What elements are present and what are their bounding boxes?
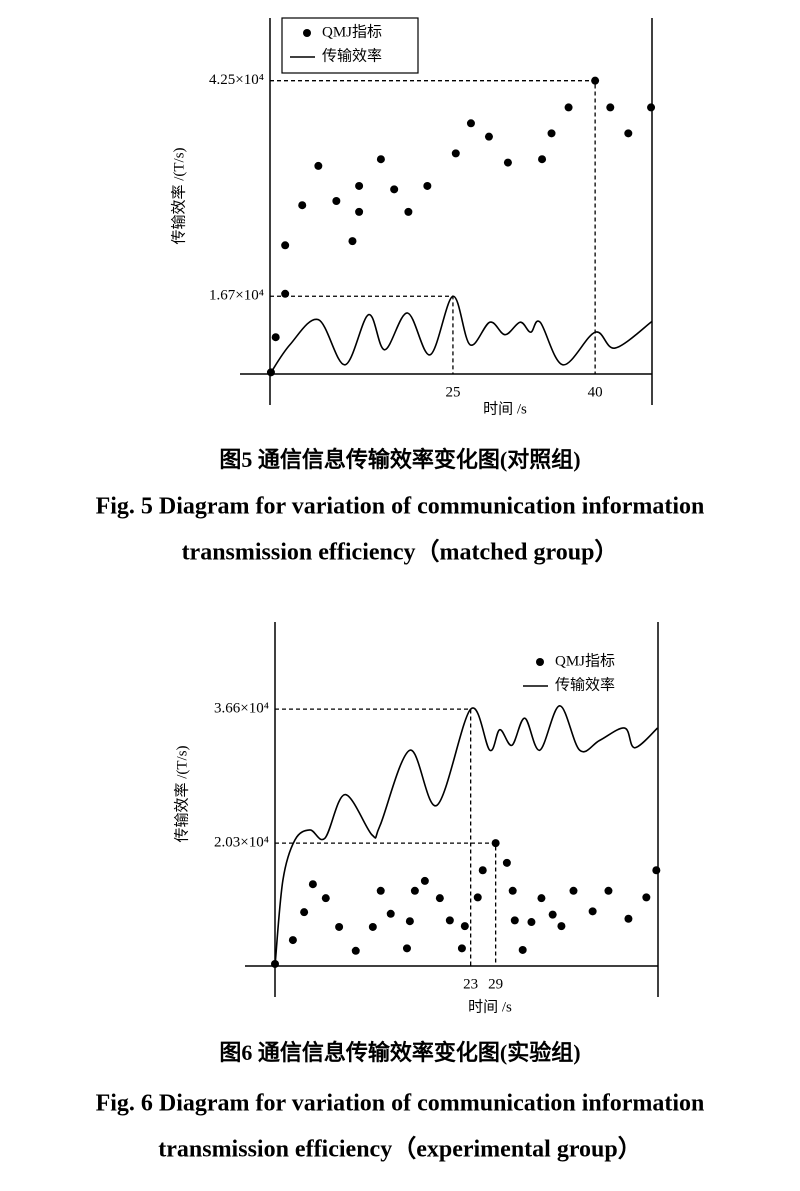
guide-line [275,708,472,966]
data-point [281,289,290,298]
caption-en: Fig. 6 Diagram for variation of communic… [96,1091,705,1117]
data-point [300,908,309,917]
data-point [606,103,615,112]
data-point [537,894,546,903]
data-point [564,103,573,112]
legend-marker [536,658,544,666]
y-tick-label: 2.03×10⁴ [214,835,269,851]
data-point [355,207,364,216]
data-point [473,893,482,902]
caption-en: transmission efficiency（matched group） [182,539,619,566]
data-point [351,946,360,955]
data-point [460,922,469,931]
y-axis-label: 传输效率 /(T/s) [173,745,190,842]
data-point [445,916,454,925]
data-point [410,886,419,895]
data-point [390,185,399,194]
x-tick-label: 40 [588,384,603,400]
data-point [491,839,500,848]
data-point [386,909,395,918]
data-point [647,103,656,112]
data-point [548,910,557,919]
data-point [484,132,493,141]
x-tick-label: 29 [488,976,503,992]
data-point [604,886,613,895]
caption-en: Fig. 5 Diagram for variation of communic… [96,494,705,520]
legend-box [281,17,419,74]
x-axis-label: 时间 /s [468,998,512,1015]
caption-en: transmission efficiency（experimental gro… [158,1136,642,1163]
y-tick-label: 3.66×10⁴ [214,701,269,717]
data-point [423,181,432,190]
data-point [652,866,661,875]
data-point [435,894,444,903]
data-point [451,149,460,158]
data-point [335,922,344,931]
data-point [368,922,377,931]
y-tick-label: 4.25×10⁴ [209,72,264,88]
data-point [376,155,385,164]
data-point [321,894,330,903]
data-point [402,944,411,953]
legend-label: QMJ指标 [322,23,382,40]
data-point [588,907,597,916]
data-point [288,936,297,945]
legend-label: QMJ指标 [555,652,615,669]
data-point [376,886,385,895]
data-point [271,333,280,342]
data-point [642,893,651,902]
y-axis-label: 传输效率 /(T/s) [170,147,187,244]
caption-zh: 图6 通信信息传输效率变化图(实验组) [219,1040,580,1065]
data-point [457,944,466,953]
data-point [281,241,290,250]
data-point [348,237,357,246]
guide-line [270,80,596,374]
data-point [478,866,487,875]
x-axis-label: 时间 /s [483,400,527,417]
data-point [314,161,323,170]
data-point [527,918,536,927]
data-point [466,119,475,128]
line-series [269,295,653,375]
legend-label: 传输效率 [322,47,382,64]
data-point [557,922,566,931]
x-tick-label: 25 [445,384,460,400]
data-point [420,876,429,885]
data-point [298,201,307,210]
caption-zh: 图5 通信信息传输效率变化图(对照组) [219,447,580,472]
data-point [624,914,633,923]
data-point [518,945,527,954]
data-point [624,129,633,138]
x-tick-label: 23 [463,976,478,992]
data-point [355,181,364,190]
data-point [404,207,413,216]
data-point [591,76,600,85]
data-point [405,917,414,926]
line-series [274,705,659,967]
data-point [508,886,517,895]
y-tick-label: 1.67×10⁴ [209,288,264,304]
data-point [503,158,512,167]
legend-label: 传输效率 [555,676,615,693]
data-point [569,886,578,895]
data-point [308,880,317,889]
legend-marker [303,29,311,37]
data-point [547,129,556,138]
data-point [510,916,519,925]
data-point [502,858,511,867]
data-point [332,197,341,206]
data-point [538,155,547,164]
